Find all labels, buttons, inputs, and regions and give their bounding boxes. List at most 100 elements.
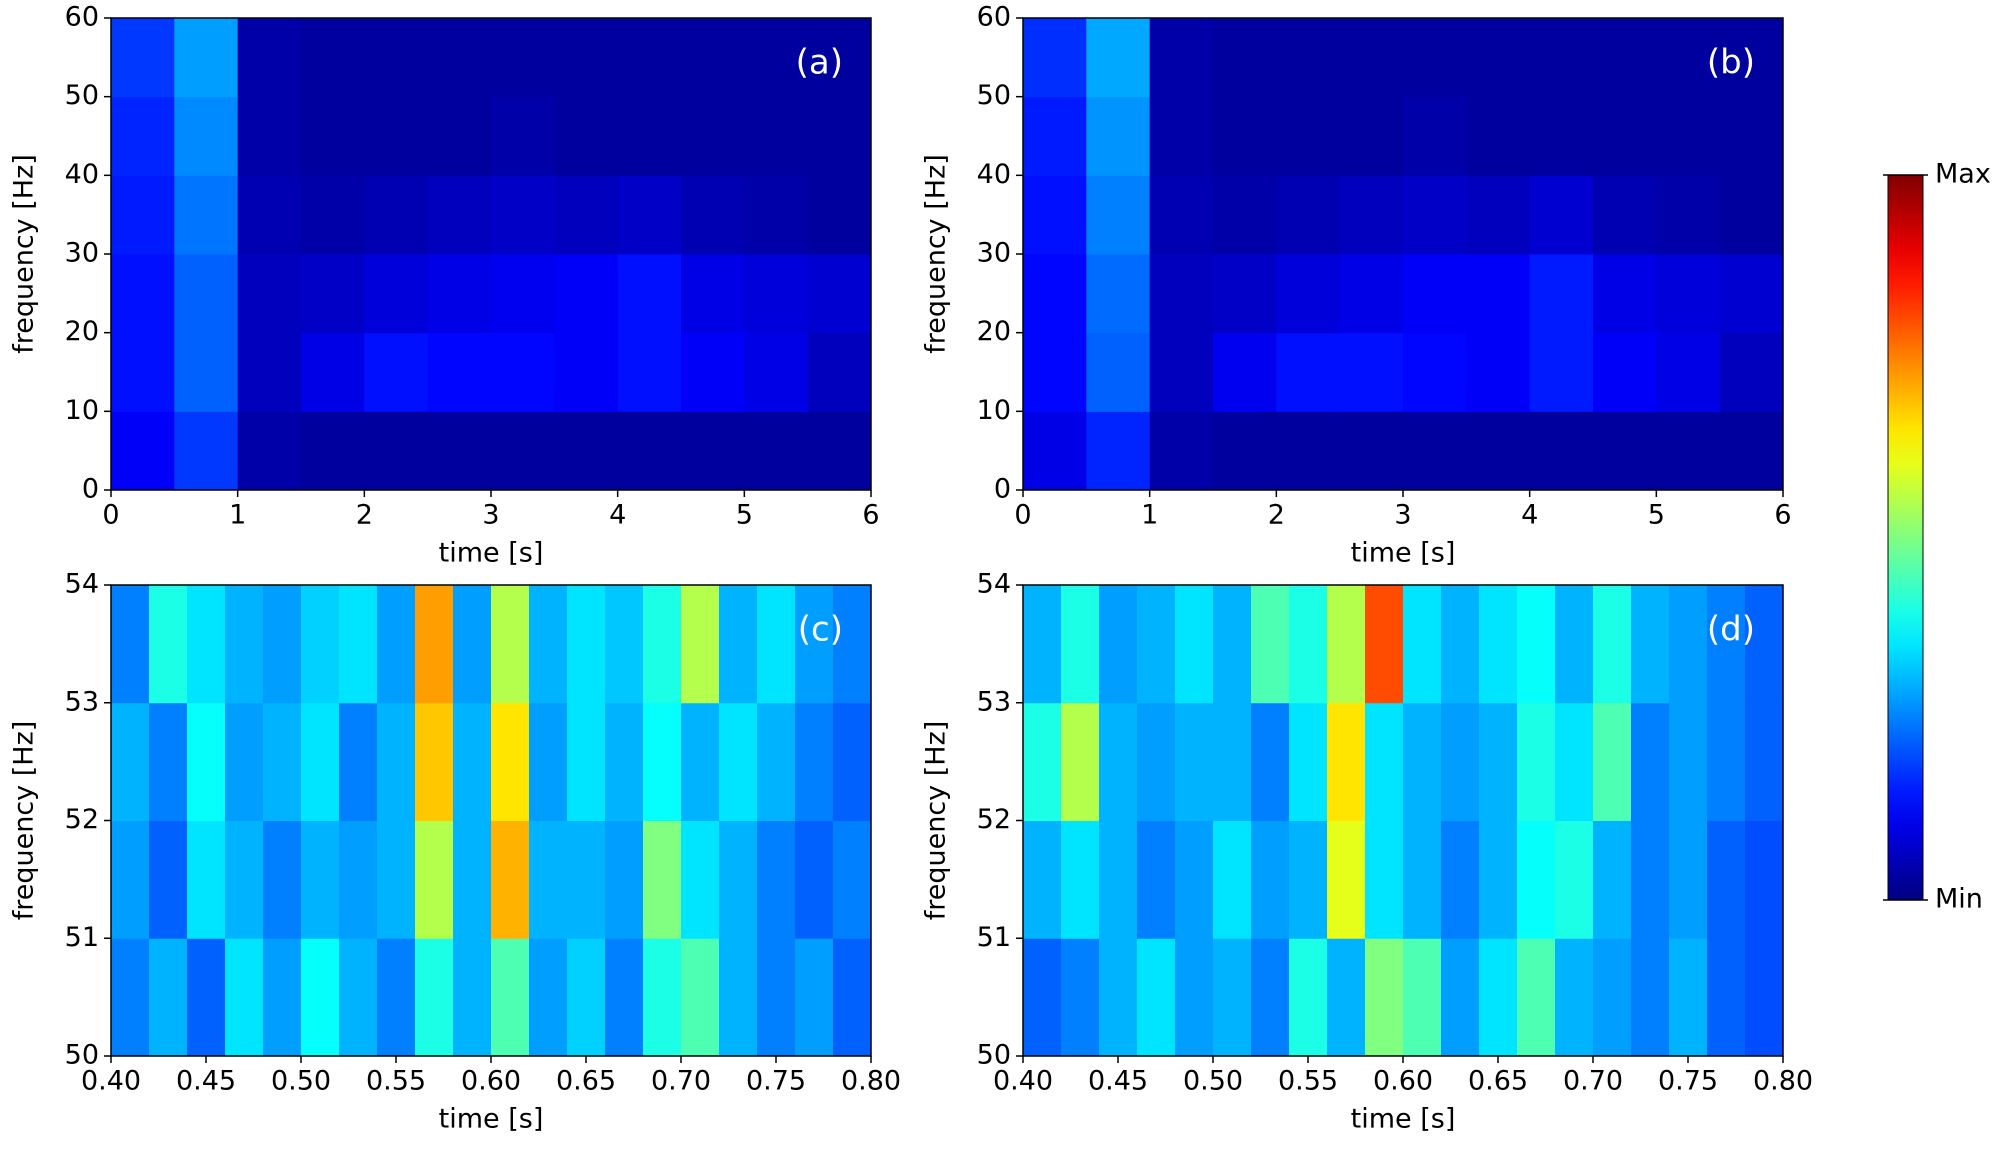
heat-cell xyxy=(364,254,429,334)
heat-cell xyxy=(1175,820,1214,939)
heat-cell xyxy=(1479,585,1518,704)
x-tick-label: 5 xyxy=(1648,500,1665,531)
x-tick-label: 5 xyxy=(736,500,753,531)
heat-cell xyxy=(225,702,264,821)
heat-cell xyxy=(757,585,796,704)
heat-cell xyxy=(1593,820,1632,939)
heatmap xyxy=(1023,18,1783,490)
y-tick-label: 53 xyxy=(977,686,1011,717)
heat-cell xyxy=(757,702,796,821)
heat-cell xyxy=(111,96,175,176)
heat-cell xyxy=(744,96,809,176)
heat-cell xyxy=(807,96,871,176)
heat-cell xyxy=(111,332,175,412)
heat-cell xyxy=(605,820,644,939)
x-tick-label: 6 xyxy=(862,500,879,531)
heat-cell xyxy=(1175,702,1214,821)
y-tick-label: 0 xyxy=(994,474,1011,505)
heat-cell xyxy=(1479,938,1518,1056)
x-tick-label: 3 xyxy=(482,500,499,531)
heat-cell xyxy=(301,411,365,490)
heat-cell xyxy=(719,938,758,1056)
heat-cell xyxy=(554,18,619,98)
heat-cell xyxy=(453,820,492,939)
heat-cell xyxy=(1175,938,1214,1056)
y-tick-label: 30 xyxy=(65,238,99,269)
heat-cell xyxy=(1339,96,1404,176)
heat-cell xyxy=(377,938,416,1056)
heat-cell xyxy=(1137,585,1176,704)
heat-cell xyxy=(1669,702,1708,821)
heat-cell xyxy=(377,702,416,821)
heat-cell xyxy=(339,820,378,939)
heat-cell xyxy=(1086,18,1151,98)
x-tick-label: 0.50 xyxy=(1183,1066,1243,1097)
heat-cell xyxy=(1631,820,1670,939)
heat-cell xyxy=(567,820,606,939)
heat-cell xyxy=(415,820,454,939)
heat-cell xyxy=(1327,938,1366,1056)
heat-cell xyxy=(225,820,264,939)
x-tick-label: 1 xyxy=(1141,500,1158,531)
colorbar-label: Max xyxy=(1935,159,1991,190)
heat-cell xyxy=(1745,938,1783,1056)
heat-cell xyxy=(1061,820,1100,939)
y-tick-label: 0 xyxy=(82,474,99,505)
heat-cell xyxy=(833,820,871,939)
heat-cell xyxy=(1707,820,1746,939)
heat-cell xyxy=(1745,702,1783,821)
heat-cell xyxy=(1656,18,1721,98)
heat-cell xyxy=(1213,18,1277,98)
heat-cell xyxy=(174,411,239,490)
heat-cell xyxy=(681,175,745,255)
heat-cell xyxy=(807,411,871,490)
x-tick-label: 0.55 xyxy=(1278,1066,1338,1097)
panel-label: (c) xyxy=(798,610,843,650)
heat-cell xyxy=(377,585,416,704)
heat-cell xyxy=(1023,702,1062,821)
heat-cell xyxy=(529,702,568,821)
heatmap xyxy=(1023,585,1783,1056)
heat-cell xyxy=(1365,702,1404,821)
heat-cell xyxy=(1403,332,1467,412)
heat-cell xyxy=(1251,938,1290,1056)
heat-cell xyxy=(377,820,416,939)
y-tick-label: 51 xyxy=(977,922,1011,953)
y-axis-label: frequency [Hz] xyxy=(921,154,952,354)
heat-cell xyxy=(1517,585,1556,704)
x-tick-label: 0.75 xyxy=(746,1066,806,1097)
heat-cell xyxy=(1719,96,1783,176)
heat-cell xyxy=(187,938,226,1056)
heat-cell xyxy=(1529,254,1594,334)
heat-cell xyxy=(1086,332,1151,412)
heat-cell xyxy=(554,96,619,176)
heat-cell xyxy=(1213,332,1277,412)
heat-cell xyxy=(554,175,619,255)
heat-cell xyxy=(1466,96,1531,176)
heat-cell xyxy=(1365,820,1404,939)
heat-cell xyxy=(301,175,365,255)
heat-cell xyxy=(427,411,492,490)
heat-cell xyxy=(1213,702,1252,821)
x-tick-label: 0.40 xyxy=(993,1066,1053,1097)
x-tick-label: 0.70 xyxy=(1563,1066,1623,1097)
heat-cell xyxy=(681,585,720,704)
heat-cell xyxy=(174,332,239,412)
heat-cell xyxy=(453,702,492,821)
x-axis-label: time [s] xyxy=(439,538,544,569)
heat-cell xyxy=(833,938,871,1056)
heat-cell xyxy=(1149,411,1214,490)
x-tick-label: 0.55 xyxy=(366,1066,426,1097)
heat-cell xyxy=(111,938,150,1056)
heat-cell xyxy=(237,96,302,176)
heat-cell xyxy=(1529,411,1594,490)
heat-cell xyxy=(1593,18,1657,98)
heat-cell xyxy=(1175,585,1214,704)
heat-cell xyxy=(1023,820,1062,939)
y-tick-label: 50 xyxy=(65,1040,99,1071)
heat-cell xyxy=(554,411,619,490)
x-tick-label: 0.80 xyxy=(1753,1066,1813,1097)
heat-cell xyxy=(807,254,871,334)
x-tick-label: 0.70 xyxy=(651,1066,711,1097)
x-tick-label: 1 xyxy=(229,500,246,531)
